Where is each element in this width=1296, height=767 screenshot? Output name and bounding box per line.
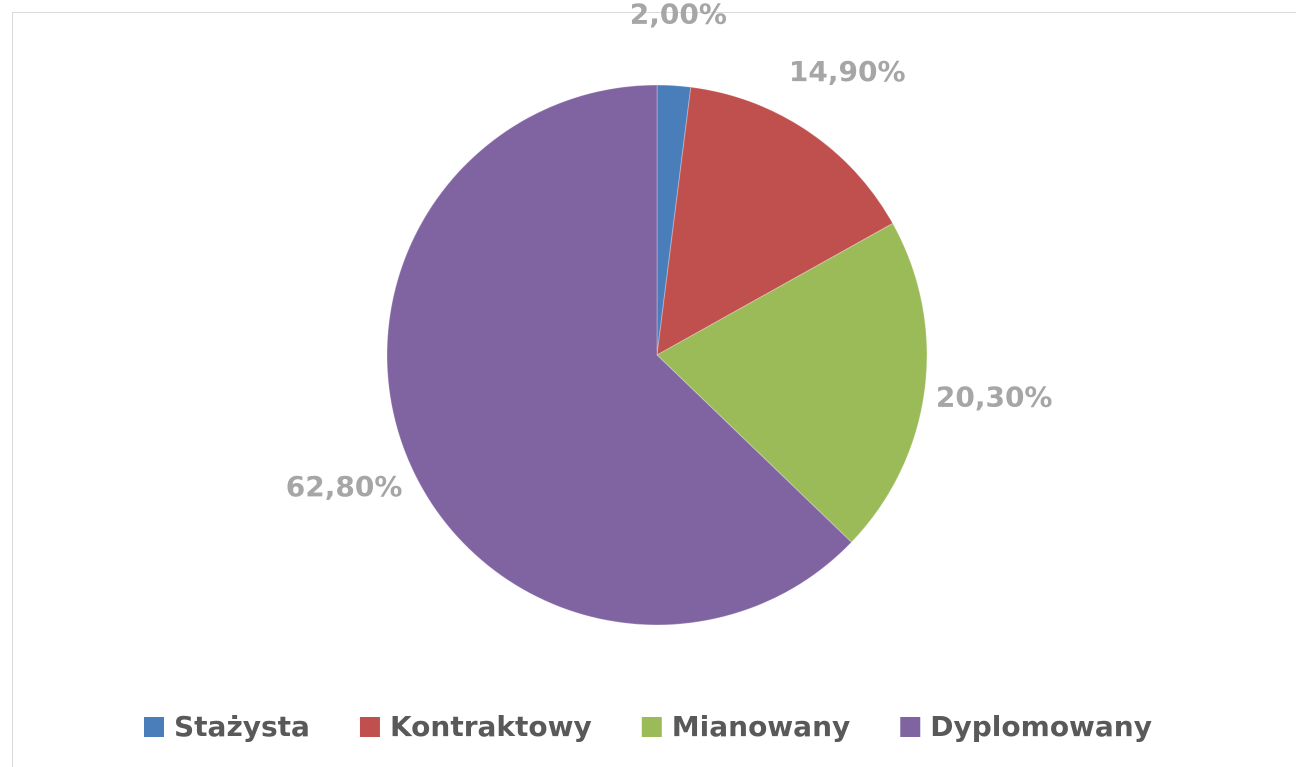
pie-slice	[656, 84, 692, 356]
legend-label: Mianowany	[672, 710, 850, 743]
legend-swatch	[641, 717, 662, 737]
legend-swatch	[359, 717, 380, 737]
data-label: 2,00%	[630, 0, 727, 31]
data-label: 20,30%	[936, 381, 1053, 414]
legend-swatch	[144, 717, 164, 737]
data-label: 14,90%	[789, 55, 906, 88]
legend-swatch	[900, 717, 921, 737]
legend-label: Dyplomowany	[930, 710, 1152, 743]
pie-slice	[386, 84, 853, 626]
legend-label: Kontraktowy	[390, 710, 592, 743]
pie-slice	[656, 86, 894, 356]
legend-label: Stażysta	[174, 710, 310, 743]
pie-slice	[656, 222, 928, 543]
data-label: 62,80%	[286, 470, 403, 503]
chart-border	[12, 12, 1296, 767]
